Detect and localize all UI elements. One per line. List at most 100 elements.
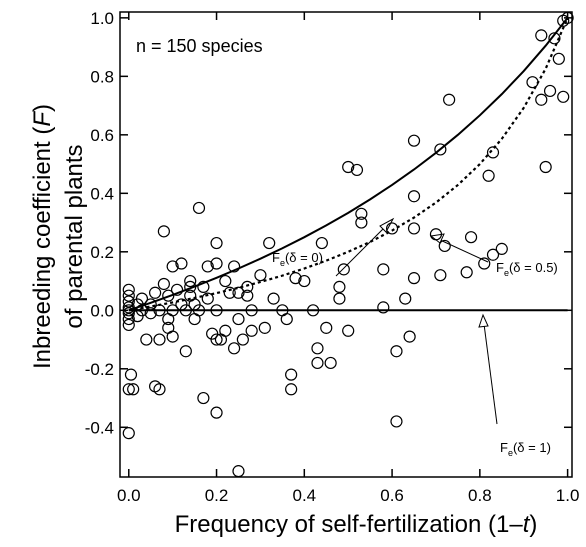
data-point bbox=[184, 274, 197, 288]
data-point bbox=[311, 342, 324, 355]
x-tick-label: 0.8 bbox=[468, 486, 492, 505]
curve-label: Fe(δ = 1) bbox=[500, 440, 551, 458]
y-tick-label: 0.6 bbox=[90, 126, 114, 145]
data-point bbox=[434, 269, 447, 282]
data-point bbox=[333, 292, 346, 305]
data-point bbox=[333, 280, 346, 294]
data-point bbox=[153, 383, 166, 396]
x-axis-label-close: ) bbox=[529, 511, 537, 538]
data-point bbox=[390, 415, 403, 428]
curve-label-rest: (δ = 0) bbox=[285, 250, 323, 265]
data-point bbox=[495, 242, 508, 255]
data-point bbox=[122, 318, 135, 332]
data-point bbox=[241, 289, 254, 302]
data-point bbox=[210, 257, 223, 270]
curve-label-sub: e bbox=[504, 268, 509, 278]
data-point bbox=[543, 84, 557, 98]
curve bbox=[128, 17, 569, 312]
data-point bbox=[223, 286, 236, 299]
data-point bbox=[166, 330, 179, 343]
data-point bbox=[324, 356, 337, 370]
data-point bbox=[227, 260, 241, 273]
data-point bbox=[552, 52, 565, 65]
data-point bbox=[285, 383, 298, 396]
y-axis-label: Inbreeding coefficient (F) bbox=[29, 104, 56, 369]
data-point bbox=[535, 29, 548, 42]
data-point bbox=[197, 280, 210, 294]
x-axis-label-text: Frequency of self-fertilization (1– bbox=[175, 511, 524, 538]
data-point bbox=[122, 295, 135, 308]
data-point bbox=[298, 274, 311, 288]
data-point bbox=[403, 330, 416, 343]
y-axis-label-line2: of parental plants bbox=[61, 144, 88, 328]
data-point bbox=[175, 257, 188, 270]
curve-label: Fe(δ = 0.5) bbox=[496, 260, 558, 278]
data-point bbox=[315, 236, 328, 250]
curve-label-symbol: F bbox=[272, 250, 280, 265]
arrow bbox=[437, 238, 489, 263]
data-point bbox=[464, 231, 478, 244]
data-point bbox=[122, 289, 135, 302]
x-axis-label-var: t bbox=[523, 511, 531, 538]
data-point bbox=[267, 292, 280, 305]
y-tick-label: 0.4 bbox=[90, 184, 114, 203]
arrow-head bbox=[478, 313, 489, 328]
data-point bbox=[254, 269, 267, 282]
data-point bbox=[486, 146, 500, 159]
data-point bbox=[122, 307, 135, 320]
data-point bbox=[245, 324, 258, 337]
data-point bbox=[342, 324, 355, 337]
curve-label-symbol: F bbox=[496, 260, 504, 275]
data-point bbox=[280, 312, 293, 326]
y-tick-label: -0.4 bbox=[85, 418, 114, 437]
data-point bbox=[285, 368, 298, 381]
data-point bbox=[289, 272, 302, 285]
data-point bbox=[210, 406, 223, 419]
data-point bbox=[438, 239, 451, 253]
data-point bbox=[122, 383, 135, 396]
data-point bbox=[434, 143, 447, 156]
data-point bbox=[407, 190, 421, 203]
data-point bbox=[390, 345, 403, 358]
y-tick-label: 0.8 bbox=[90, 67, 114, 86]
data-point bbox=[124, 368, 138, 381]
arrow-head bbox=[379, 217, 395, 233]
data-point bbox=[320, 321, 333, 334]
data-point bbox=[122, 427, 135, 440]
data-point bbox=[539, 160, 552, 174]
data-point bbox=[157, 225, 170, 238]
data-point bbox=[162, 289, 175, 302]
y-axis-label-text: Inbreeding coefficient ( bbox=[29, 127, 56, 369]
data-point bbox=[232, 312, 245, 326]
data-point bbox=[219, 324, 232, 337]
data-point bbox=[127, 383, 140, 396]
data-point bbox=[407, 134, 421, 147]
curve-label-symbol: F bbox=[500, 440, 508, 455]
y-tick-label: 0.0 bbox=[90, 301, 114, 320]
data-point bbox=[526, 76, 539, 89]
data-point bbox=[210, 236, 223, 250]
x-tick-label: 0.2 bbox=[205, 486, 229, 505]
data-point bbox=[135, 292, 149, 305]
x-axis-label: Frequency of self-fertilization (1–t) bbox=[175, 511, 538, 538]
data-point bbox=[557, 90, 570, 103]
data-point bbox=[350, 163, 364, 177]
data-point bbox=[258, 321, 271, 334]
data-point bbox=[236, 333, 249, 346]
data-point bbox=[144, 307, 157, 320]
data-point bbox=[557, 14, 570, 27]
data-point bbox=[311, 356, 324, 370]
data-point bbox=[122, 312, 135, 326]
data-point bbox=[486, 248, 500, 261]
y-tick-label: 1.0 bbox=[90, 9, 114, 28]
data-point bbox=[407, 272, 421, 285]
data-point bbox=[355, 216, 368, 229]
data-point bbox=[407, 222, 421, 235]
data-point bbox=[201, 260, 214, 273]
curve-label-rest: (δ = 0.5) bbox=[509, 260, 558, 275]
data-point bbox=[157, 277, 170, 291]
y-axis-label-close: ) bbox=[29, 104, 56, 112]
plot-frame bbox=[119, 11, 573, 478]
y-axis-label-var: F bbox=[29, 111, 56, 127]
